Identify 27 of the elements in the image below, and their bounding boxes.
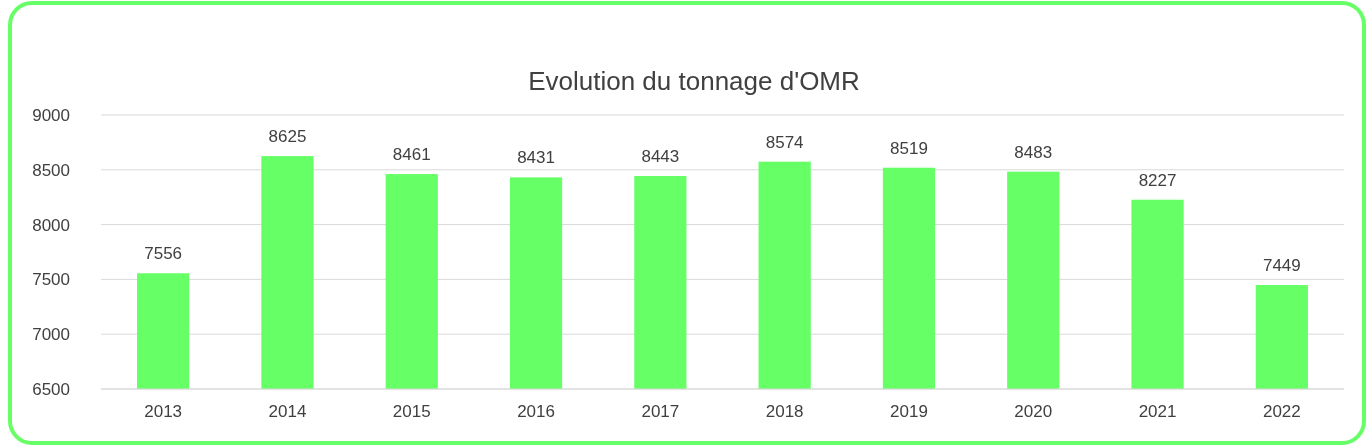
data-label: 8443 <box>641 147 680 167</box>
x-tick-label: 2019 <box>890 402 928 421</box>
x-tick-label: 2022 <box>1262 402 1301 421</box>
data-label: 8431 <box>517 148 555 168</box>
data-label: 8625 <box>268 127 307 147</box>
data-label: 8574 <box>765 132 804 152</box>
y-tick-label: 9000 <box>32 105 70 125</box>
y-tick-label: 6500 <box>32 379 70 399</box>
y-tick-label: 7500 <box>32 270 70 290</box>
x-tick-label: 2016 <box>517 402 555 421</box>
data-label: 8483 <box>1014 142 1053 162</box>
x-tick-label: 2015 <box>392 402 431 421</box>
y-tick-label: 8500 <box>32 160 70 180</box>
x-tick-label: 2021 <box>1138 402 1177 421</box>
data-label: 7449 <box>1262 255 1301 275</box>
x-tick-label: 2020 <box>1014 402 1053 421</box>
data-label: 7556 <box>144 244 183 264</box>
x-tick-label: 2013 <box>144 402 183 421</box>
x-tick-label: 2014 <box>268 402 307 421</box>
data-label: 8227 <box>1138 170 1177 190</box>
x-tick-label: 2017 <box>641 402 680 421</box>
chart-title: Evolution du tonnage d'OMR <box>528 66 860 96</box>
y-tick-label: 7000 <box>32 325 70 345</box>
data-label: 8461 <box>392 145 431 165</box>
x-tick-label: 2018 <box>765 402 804 421</box>
y-tick-label: 8000 <box>32 215 70 235</box>
data-label: 8519 <box>890 138 928 158</box>
